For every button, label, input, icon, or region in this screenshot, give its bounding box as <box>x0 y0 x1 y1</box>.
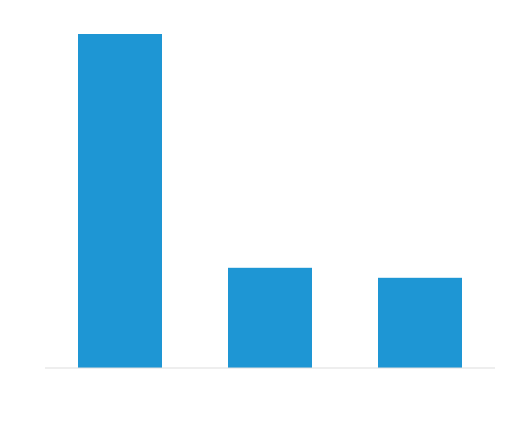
bar-2 <box>228 267 312 368</box>
bar-1 <box>78 34 162 368</box>
bars-group <box>78 34 462 368</box>
bar-3 <box>378 277 462 368</box>
